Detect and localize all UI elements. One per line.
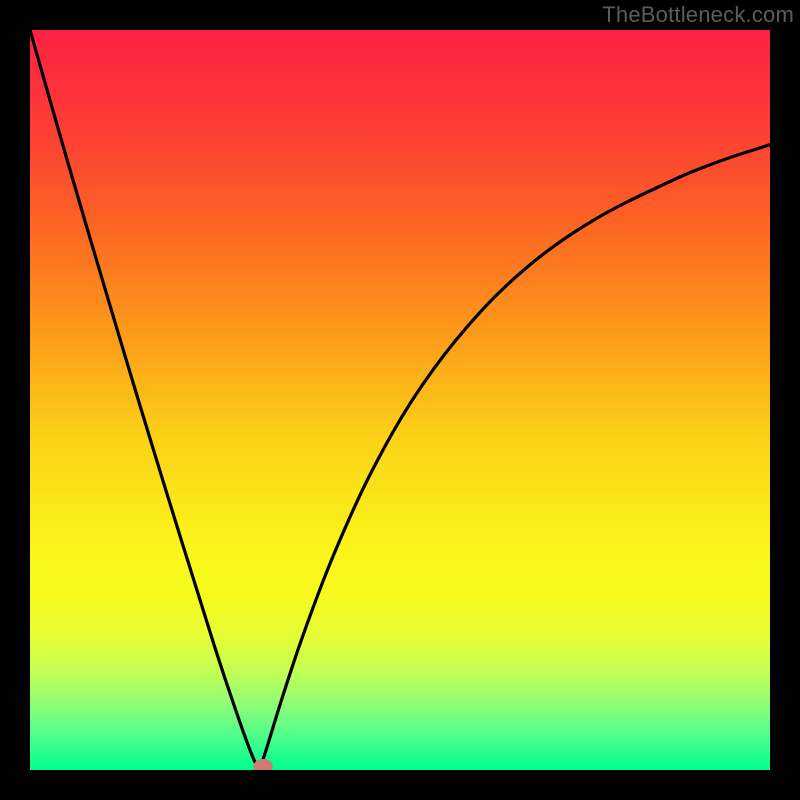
chart-frame: TheBottleneck.com bbox=[0, 0, 800, 800]
plot-area bbox=[30, 30, 770, 770]
watermark-text: TheBottleneck.com bbox=[602, 2, 794, 28]
plot-background bbox=[30, 30, 770, 770]
bottleneck-curve-chart bbox=[30, 30, 770, 770]
